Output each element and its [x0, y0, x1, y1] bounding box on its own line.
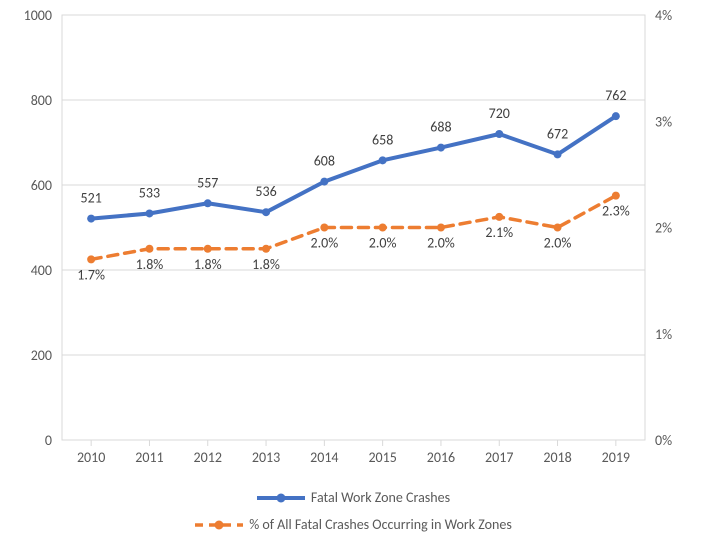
series1-marker	[495, 130, 503, 138]
series2-marker	[204, 245, 212, 253]
series2-marker	[554, 224, 562, 232]
series2-data-label: 2.0%	[369, 235, 397, 252]
legend-swatch-series1	[257, 490, 305, 506]
y-right-tick-label: 3%	[655, 113, 672, 130]
x-tick-label: 2019	[602, 449, 630, 466]
legend: Fatal Work Zone Crashes % of All Fatal C…	[0, 489, 707, 533]
series2-marker	[320, 224, 328, 232]
x-tick-label: 2014	[310, 449, 338, 466]
legend-swatch-series2	[195, 517, 243, 533]
y-left-tick-label: 800	[31, 92, 52, 109]
series1-marker	[204, 199, 212, 207]
y-right-tick-label: 0%	[655, 432, 672, 449]
series1-marker	[437, 144, 445, 152]
chart-svg: 0 200 400 600 800 1000 0% 1% 2% 3% 4% 2010 2011 2012 2…	[0, 0, 707, 541]
x-tick-label: 2010	[77, 449, 105, 466]
series2-data-label: 1.7%	[77, 266, 105, 283]
series1-marker	[87, 215, 95, 223]
series2-data-label: 2.0%	[310, 235, 338, 252]
series1-data-label: 557	[197, 174, 218, 191]
series1-data-label: 688	[430, 119, 451, 136]
series1-line	[91, 116, 616, 218]
legend-label-series2: % of All Fatal Crashes Occurring in Work…	[249, 516, 512, 533]
series1-marker	[262, 208, 270, 216]
y-left-tick-label: 0	[45, 432, 52, 449]
series2-data-label: 1.8%	[252, 256, 280, 273]
y-left-tick-label: 400	[31, 262, 52, 279]
series2-data-label: 2.0%	[427, 235, 455, 252]
series1-data-label: 720	[489, 105, 510, 122]
x-tick-label: 2017	[485, 449, 513, 466]
x-tick-label: 2015	[368, 449, 396, 466]
series2-marker	[145, 245, 153, 253]
legend-item-series2: % of All Fatal Crashes Occurring in Work…	[195, 516, 512, 533]
series2-data-label: 2.1%	[485, 224, 513, 241]
y-left-tick-label: 1000	[24, 7, 52, 24]
series2-data-label: 1.8%	[136, 256, 164, 273]
x-tick-label: 2012	[194, 449, 222, 466]
legend-label-series1: Fatal Work Zone Crashes	[311, 489, 450, 506]
series1-data-label: 762	[605, 87, 626, 104]
y-right-tick-label: 4%	[655, 7, 672, 24]
chart-container: 0 200 400 600 800 1000 0% 1% 2% 3% 4% 2010 2011 2012 2…	[0, 0, 707, 541]
series2-marker	[495, 213, 503, 221]
series1-data-label: 608	[314, 153, 335, 170]
y-right-tick-label: 1%	[655, 326, 672, 343]
series1-data-label: 521	[81, 190, 102, 207]
series2-marker	[379, 224, 387, 232]
legend-item-series1: Fatal Work Zone Crashes	[257, 489, 450, 506]
series1-marker	[145, 209, 153, 217]
series2-line	[91, 196, 616, 260]
x-tick-label: 2011	[135, 449, 163, 466]
x-tick-label: 2013	[252, 449, 280, 466]
series1-data-label: 536	[255, 183, 276, 200]
series1-data-label: 658	[372, 131, 393, 148]
series1-data-label: 533	[139, 184, 160, 201]
x-tick-label: 2016	[427, 449, 455, 466]
series2-data-label: 2.3%	[602, 203, 630, 220]
x-tick-label: 2018	[543, 449, 571, 466]
y-right-tick-label: 2%	[655, 220, 672, 237]
series2-data-label: 2.0%	[544, 235, 572, 252]
series2-marker	[87, 255, 95, 263]
series1-data-label: 672	[547, 125, 568, 142]
series1-marker	[612, 112, 620, 120]
series2-marker	[612, 192, 620, 200]
series1-marker	[320, 178, 328, 186]
series1-marker	[379, 156, 387, 164]
y-left-tick-label: 600	[31, 177, 52, 194]
y-left-tick-label: 200	[31, 347, 52, 364]
series1-marker	[554, 150, 562, 158]
series2-data-label: 1.8%	[194, 256, 222, 273]
series2-marker	[262, 245, 270, 253]
series2-marker	[437, 224, 445, 232]
